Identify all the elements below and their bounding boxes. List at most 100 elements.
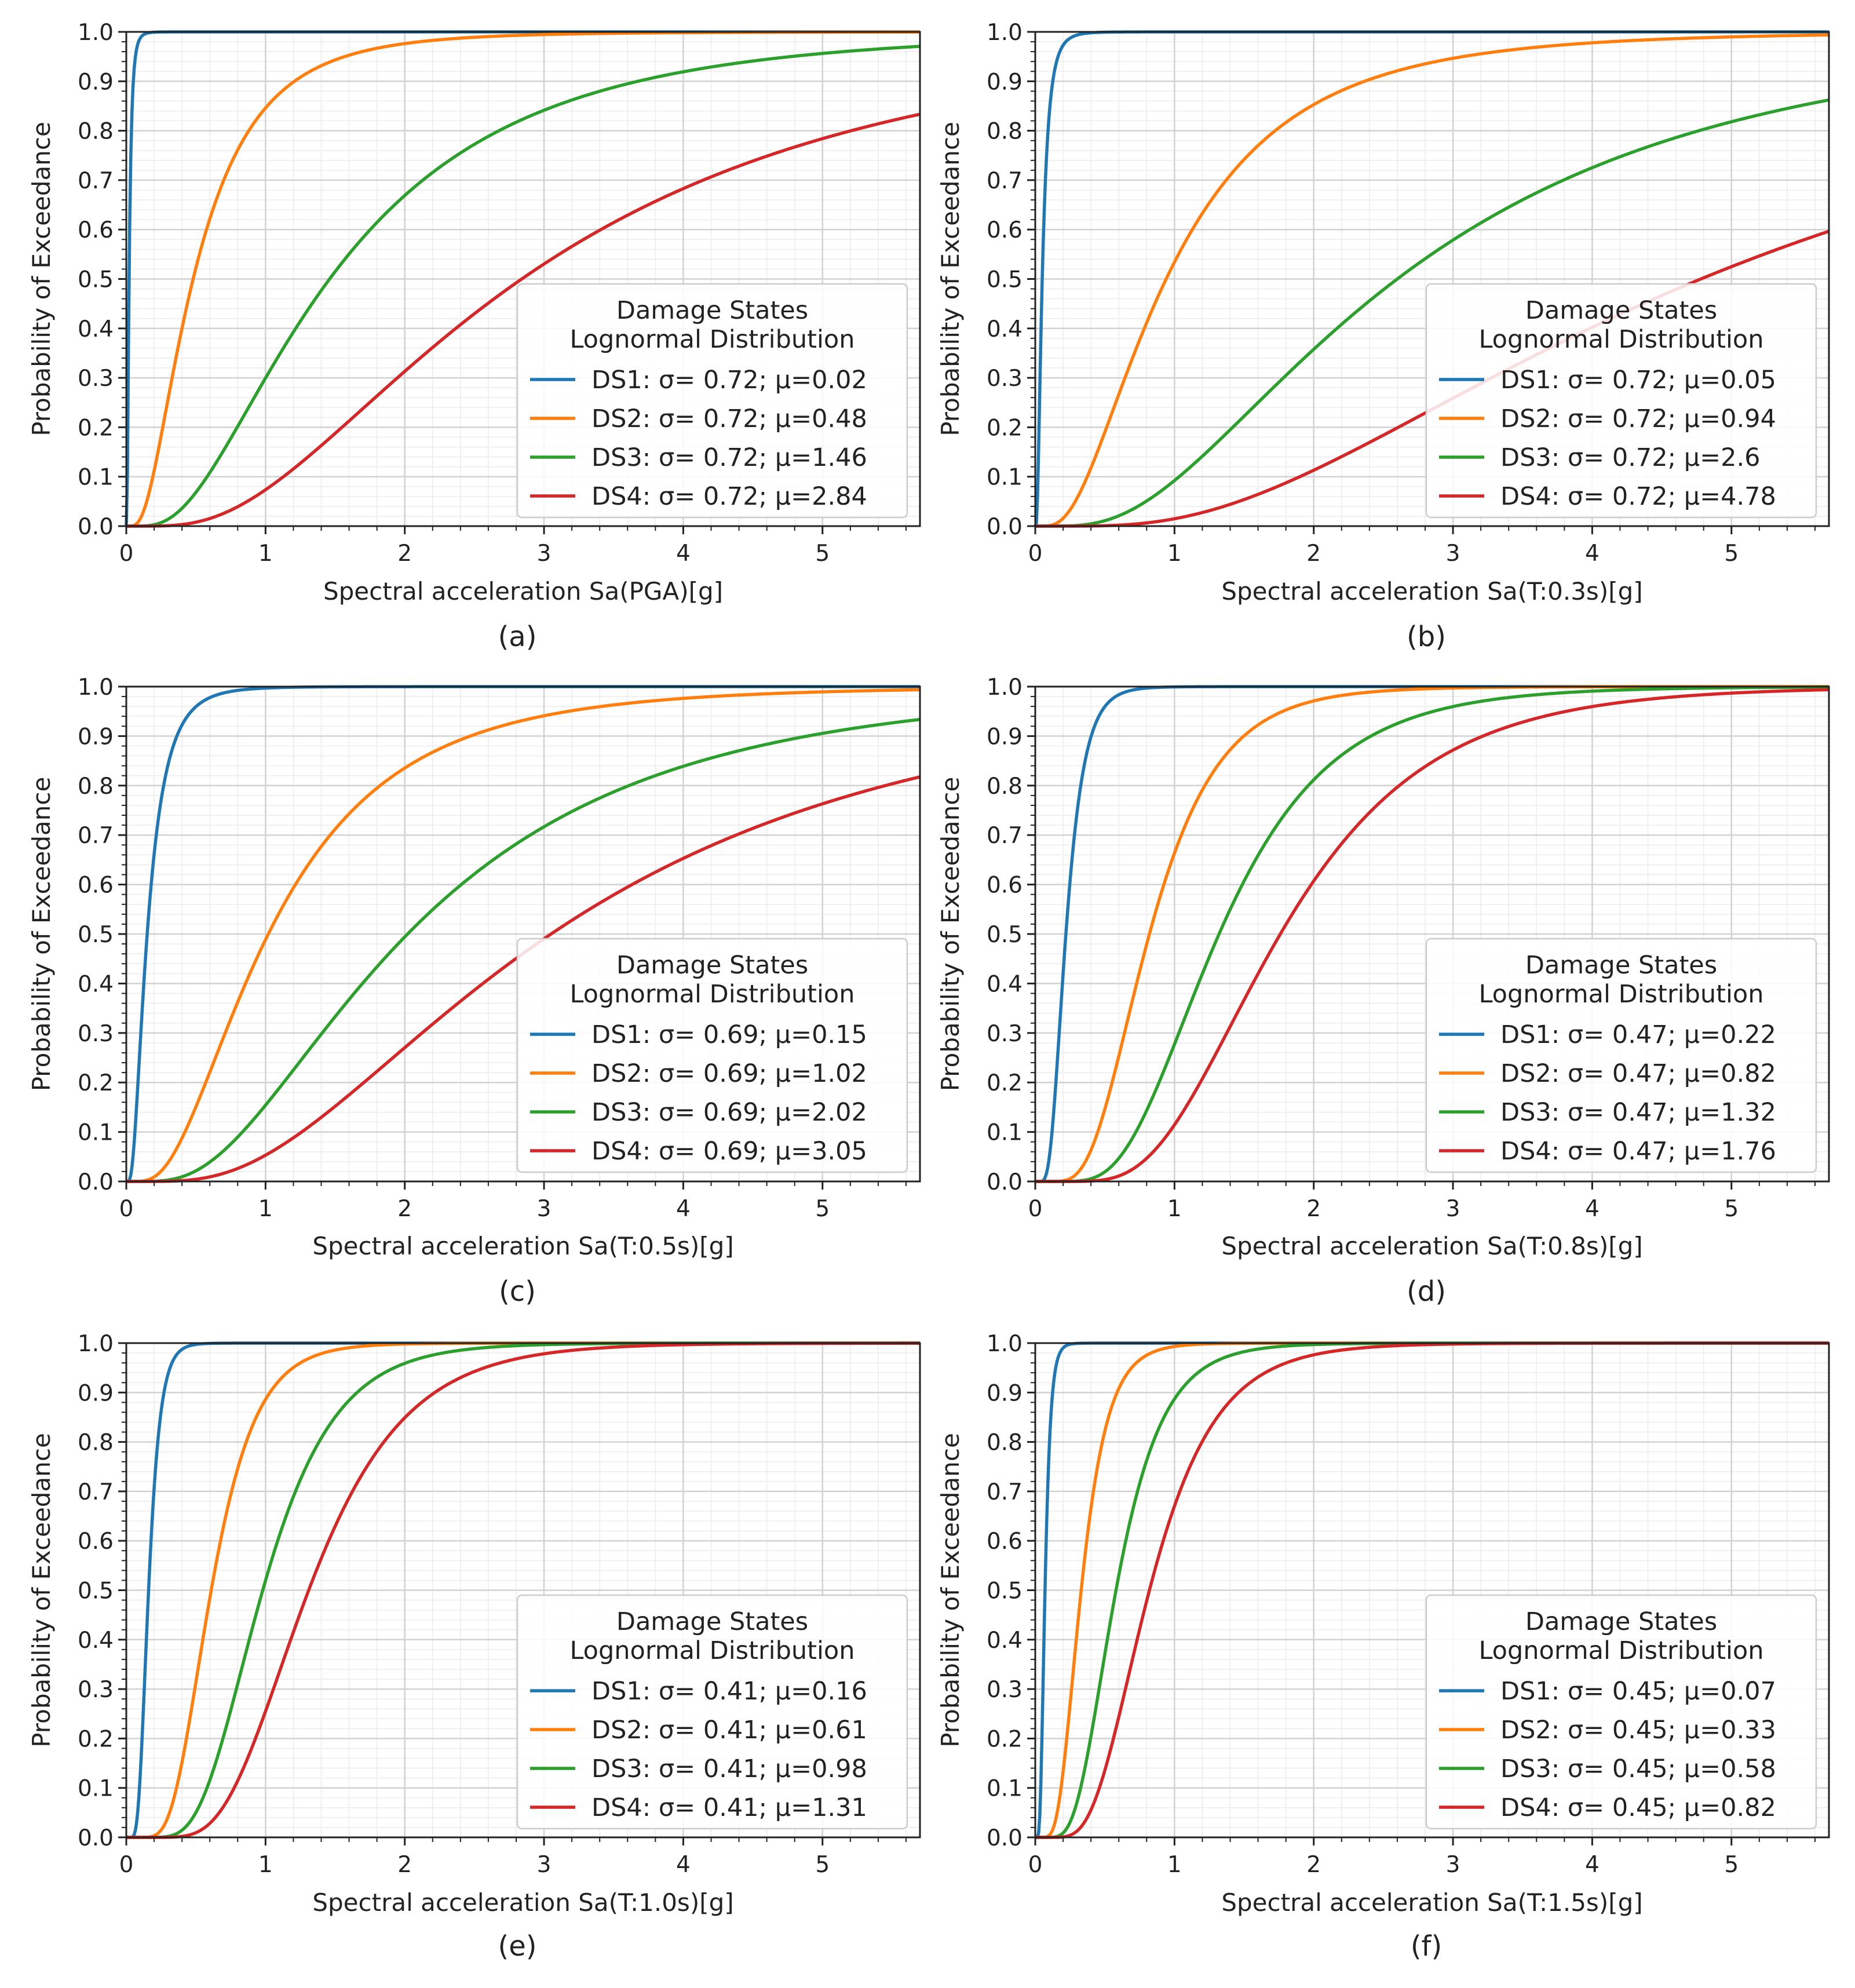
x-tick-label: 5	[815, 1196, 830, 1222]
series-line-ds2	[126, 688, 921, 1183]
y-tick-label: 0.1	[78, 1776, 114, 1802]
y-tick-label: 0.5	[987, 267, 1023, 293]
legend-entry-ds1: DS1: σ= 0.47; μ=0.22	[1500, 1020, 1776, 1049]
x-tick-label: 4	[1585, 1852, 1600, 1878]
y-tick-label: 0.8	[78, 774, 114, 800]
y-tick-label: 0.5	[78, 922, 114, 948]
x-tick-label: 5	[1724, 1852, 1739, 1878]
legend-entry-ds3: DS3: σ= 0.69; μ=2.02	[591, 1098, 867, 1127]
x-tick-label: 5	[1724, 541, 1739, 567]
y-tick-label: 0.0	[78, 1169, 114, 1195]
legend-entry-ds4: DS4: σ= 0.72; μ=4.78	[1500, 482, 1776, 511]
panel-caption: (a)	[498, 621, 537, 653]
x-tick-label: 0	[119, 541, 134, 567]
legend-title-line1: Damage States	[1525, 1607, 1717, 1636]
y-tick-label: 0.1	[987, 1776, 1023, 1802]
y-tick-label: 0.3	[78, 366, 114, 392]
y-tick-label: 0.2	[78, 415, 114, 441]
y-tick-label: 0.6	[987, 217, 1023, 243]
y-tick-label: 0.2	[78, 1070, 114, 1096]
chart-panel-c: 0 1 2 3 4 5 0.0 0.1 0.2 0.3 0.4 0.5 0.6 0.7 0.8 0.9 1.0 S…	[27, 674, 921, 1308]
series-line-ds2	[1035, 33, 1830, 528]
x-tick-label: 4	[676, 541, 691, 567]
legend-title-line2: Lognormal Distribution	[1478, 980, 1763, 1009]
x-tick-label: 4	[1585, 541, 1600, 567]
x-axis-title: Spectral acceleration Sa(T:0.3s)[g]	[1221, 577, 1642, 605]
x-axis-title: Spectral acceleration Sa(PGA)[g]	[323, 577, 723, 605]
panel-caption: (e)	[498, 1930, 537, 1963]
legend-entry-ds1: DS1: σ= 0.69; μ=0.15	[591, 1020, 867, 1049]
panel-caption: (b)	[1407, 621, 1446, 653]
y-axis-title: Probability of Exceedance	[27, 777, 56, 1092]
y-tick-label: 0.5	[78, 267, 114, 293]
y-tick-label: 0.6	[78, 217, 114, 243]
x-tick-label: 2	[397, 1196, 412, 1222]
x-tick-label: 3	[537, 541, 552, 567]
x-tick-label: 4	[676, 1196, 691, 1222]
legend-entry-ds3: DS3: σ= 0.47; μ=1.32	[1500, 1098, 1776, 1127]
x-axis-title: Spectral acceleration Sa(T:0.8s)[g]	[1221, 1232, 1642, 1260]
y-tick-label: 0.3	[987, 1677, 1023, 1703]
chart-panel-e: 0 1 2 3 4 5 0.0 0.1 0.2 0.3 0.4 0.5 0.6 0.7 0.8 0.9 1.0 S…	[27, 1331, 921, 1963]
y-tick-label: 0.9	[987, 69, 1023, 95]
y-tick-label: 0.9	[987, 724, 1023, 750]
legend-entry-ds2: DS2: σ= 0.45; μ=0.33	[1500, 1716, 1776, 1745]
y-tick-label: 0.4	[78, 316, 114, 342]
legend-entry-ds2: DS2: σ= 0.41; μ=0.61	[591, 1716, 867, 1745]
y-tick-label: 1.0	[987, 1331, 1023, 1357]
panel-caption: (d)	[1407, 1275, 1446, 1308]
y-tick-label: 0.8	[987, 1430, 1023, 1456]
legend-entry-ds1: DS1: σ= 0.72; μ=0.05	[1500, 366, 1776, 395]
y-tick-label: 0.0	[987, 1825, 1023, 1851]
y-tick-label: 0.2	[987, 415, 1023, 441]
y-tick-label: 0.1	[987, 1120, 1023, 1146]
y-tick-label: 0.1	[78, 465, 114, 491]
x-tick-label: 5	[1724, 1196, 1739, 1222]
y-tick-label: 0.6	[987, 873, 1023, 899]
y-tick-label: 1.0	[78, 1331, 114, 1357]
x-tick-label: 0	[119, 1852, 134, 1878]
legend-title-line2: Lognormal Distribution	[569, 1636, 855, 1665]
legend-entry-ds1: DS1: σ= 0.45; μ=0.07	[1500, 1677, 1776, 1706]
y-tick-label: 0.1	[987, 465, 1023, 491]
legend-box	[1425, 283, 1817, 519]
x-tick-label: 1	[258, 1196, 273, 1222]
x-tick-label: 4	[1585, 1196, 1600, 1222]
y-tick-label: 0.8	[78, 119, 114, 145]
legend-entry-ds4: DS4: σ= 0.72; μ=2.84	[591, 482, 867, 511]
y-tick-label: 0.3	[78, 1021, 114, 1047]
x-tick-label: 0	[1028, 541, 1043, 567]
y-tick-label: 0.8	[987, 774, 1023, 800]
x-tick-label: 0	[119, 1196, 134, 1222]
series-line-ds4	[126, 112, 921, 528]
x-tick-label: 1	[1167, 541, 1182, 567]
y-tick-label: 0.7	[78, 823, 114, 849]
y-tick-label: 0.4	[78, 971, 114, 997]
legend-box	[516, 938, 908, 1173]
legend-title-line2: Lognormal Distribution	[569, 325, 855, 354]
y-tick-label: 0.5	[987, 1578, 1023, 1604]
y-tick-label: 0.9	[987, 1380, 1023, 1406]
legend-title-line1: Damage States	[616, 951, 808, 980]
legend-entry-ds3: DS3: σ= 0.45; μ=0.58	[1500, 1754, 1776, 1783]
x-tick-label: 3	[537, 1852, 552, 1878]
y-tick-label: 0.3	[987, 366, 1023, 392]
x-tick-label: 2	[397, 541, 412, 567]
y-tick-label: 0.4	[987, 1628, 1023, 1654]
y-tick-label: 0.0	[78, 514, 114, 540]
legend-entry-ds3: DS3: σ= 0.72; μ=2.6	[1500, 443, 1761, 472]
series-line-ds3	[1035, 98, 1830, 528]
x-tick-label: 0	[1028, 1196, 1043, 1222]
legend-entry-ds4: DS4: σ= 0.41; μ=1.31	[591, 1793, 867, 1822]
series-line-ds3	[126, 45, 921, 528]
y-tick-label: 0.2	[987, 1726, 1023, 1752]
legend-title-line2: Lognormal Distribution	[569, 980, 855, 1009]
series-line-ds4	[1035, 688, 1830, 1183]
legend-box	[1425, 938, 1817, 1173]
y-tick-label: 1.0	[987, 674, 1023, 701]
